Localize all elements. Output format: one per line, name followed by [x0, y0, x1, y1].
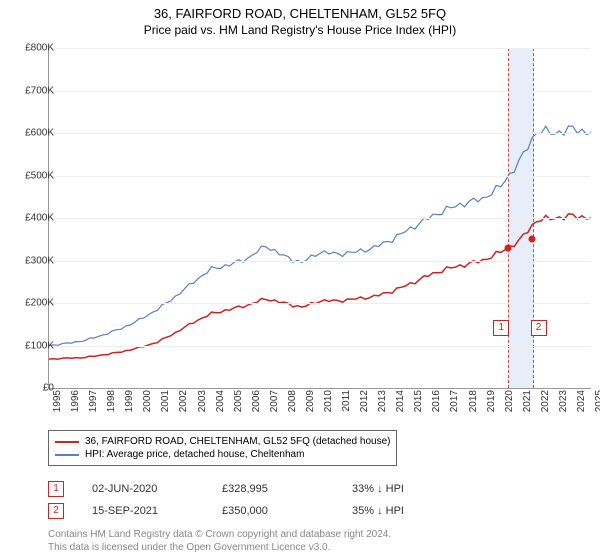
x-axis-label: 2007 [269, 390, 280, 412]
series-line [49, 214, 591, 359]
data-marker-box: 1 [48, 481, 64, 497]
x-axis-label: 1995 [52, 390, 63, 412]
grid-line [49, 176, 591, 177]
x-axis-label: 2001 [160, 390, 171, 412]
x-axis-label: 2002 [178, 390, 189, 412]
data-price: £328,995 [222, 483, 352, 495]
x-axis-label: 2010 [323, 390, 334, 412]
marker-box: 1 [493, 320, 509, 336]
y-axis-label: £800K [25, 43, 54, 54]
x-axis-label: 2008 [287, 390, 298, 412]
series-line [49, 126, 591, 346]
footnote-line: Contains HM Land Registry data © Crown c… [48, 528, 391, 541]
x-axis-label: 2000 [142, 390, 153, 412]
y-axis-label: £700K [25, 85, 54, 96]
data-row: 2 15-SEP-2021£350,00035% ↓ HPI [48, 500, 482, 522]
x-axis-label: 2009 [305, 390, 316, 412]
y-axis-label: £300K [25, 255, 54, 266]
x-axis-label: 2020 [504, 390, 515, 412]
x-axis-label: 2018 [468, 390, 479, 412]
data-row: 1 02-JUN-2020£328,99533% ↓ HPI [48, 478, 482, 500]
y-axis-label: £600K [25, 128, 54, 139]
x-axis-label: 2022 [540, 390, 551, 412]
data-date: 15-SEP-2021 [92, 505, 222, 517]
legend-swatch [55, 441, 79, 443]
legend-swatch [55, 454, 79, 456]
x-axis-label: 1997 [88, 390, 99, 412]
x-axis-label: 1999 [124, 390, 135, 412]
legend-label: 36, FAIRFORD ROAD, CHELTENHAM, GL52 5FQ … [85, 436, 390, 447]
marker-box: 2 [531, 320, 547, 336]
x-axis-label: 2014 [395, 390, 406, 412]
x-axis-label: 2016 [431, 390, 442, 412]
price-chart: 36, FAIRFORD ROAD, CHELTENHAM, GL52 5FQ … [0, 0, 600, 560]
data-point-dot [505, 245, 512, 252]
x-axis-label: 2019 [486, 390, 497, 412]
y-axis-label: £100K [25, 340, 54, 351]
y-axis-label: £500K [25, 170, 54, 181]
data-price: £350,000 [222, 505, 352, 517]
x-axis-label: 2017 [449, 390, 460, 412]
x-axis-label: 2012 [359, 390, 370, 412]
chart-subtitle: Price paid vs. HM Land Registry's House … [0, 21, 600, 41]
chart-title: 36, FAIRFORD ROAD, CHELTENHAM, GL52 5FQ [0, 0, 600, 21]
grid-line [49, 303, 591, 304]
legend-box: 36, FAIRFORD ROAD, CHELTENHAM, GL52 5FQ … [48, 430, 397, 466]
grid-line [49, 91, 591, 92]
x-axis-label: 2003 [197, 390, 208, 412]
grid-line [49, 346, 591, 347]
data-delta: 33% ↓ HPI [352, 483, 482, 495]
y-axis-label: £400K [25, 213, 54, 224]
legend-label: HPI: Average price, detached house, Chel… [85, 449, 304, 460]
legend-row: 36, FAIRFORD ROAD, CHELTENHAM, GL52 5FQ … [55, 435, 390, 448]
grid-line [49, 133, 591, 134]
x-axis-label: 2006 [251, 390, 262, 412]
x-axis-label: 2021 [522, 390, 533, 412]
x-axis-label: 2013 [377, 390, 388, 412]
x-axis-label: 2004 [215, 390, 226, 412]
data-date: 02-JUN-2020 [92, 483, 222, 495]
grid-line [49, 218, 591, 219]
grid-line [49, 261, 591, 262]
x-axis-label: 2025 [594, 390, 600, 412]
legend-row: HPI: Average price, detached house, Chel… [55, 448, 390, 461]
y-axis-label: £200K [25, 298, 54, 309]
data-point-dot [528, 236, 535, 243]
plot-area [48, 48, 591, 389]
x-axis-label: 2005 [233, 390, 244, 412]
data-point-table: 1 02-JUN-2020£328,99533% ↓ HPI 2 15-SEP-202… [48, 478, 482, 522]
footnote: Contains HM Land Registry data © Crown c… [48, 528, 391, 554]
x-axis-label: 2011 [341, 390, 352, 412]
data-marker-box: 2 [48, 503, 64, 519]
x-axis-label: 1998 [106, 390, 117, 412]
grid-line [49, 48, 591, 49]
x-axis-label: 2024 [576, 390, 587, 412]
x-axis-label: 2015 [413, 390, 424, 412]
data-delta: 35% ↓ HPI [352, 505, 482, 517]
x-axis-label: 2023 [558, 390, 569, 412]
x-axis-label: 1996 [70, 390, 81, 412]
footnote-line: This data is licensed under the Open Gov… [48, 541, 391, 554]
